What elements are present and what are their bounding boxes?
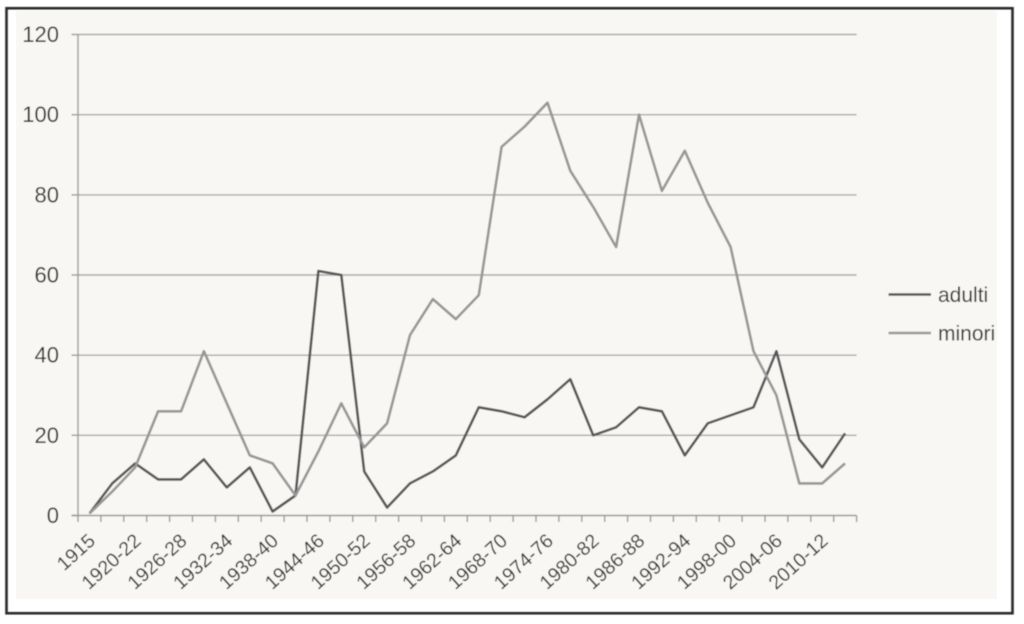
svg-text:minori: minori bbox=[938, 323, 995, 346]
svg-text:100: 100 bbox=[22, 102, 59, 127]
svg-text:80: 80 bbox=[35, 182, 59, 207]
svg-text:20: 20 bbox=[35, 423, 59, 448]
svg-text:adulti: adulti bbox=[938, 284, 988, 307]
svg-text:120: 120 bbox=[22, 22, 59, 47]
svg-text:40: 40 bbox=[35, 343, 59, 368]
svg-text:0: 0 bbox=[47, 503, 59, 528]
svg-text:60: 60 bbox=[35, 263, 59, 288]
